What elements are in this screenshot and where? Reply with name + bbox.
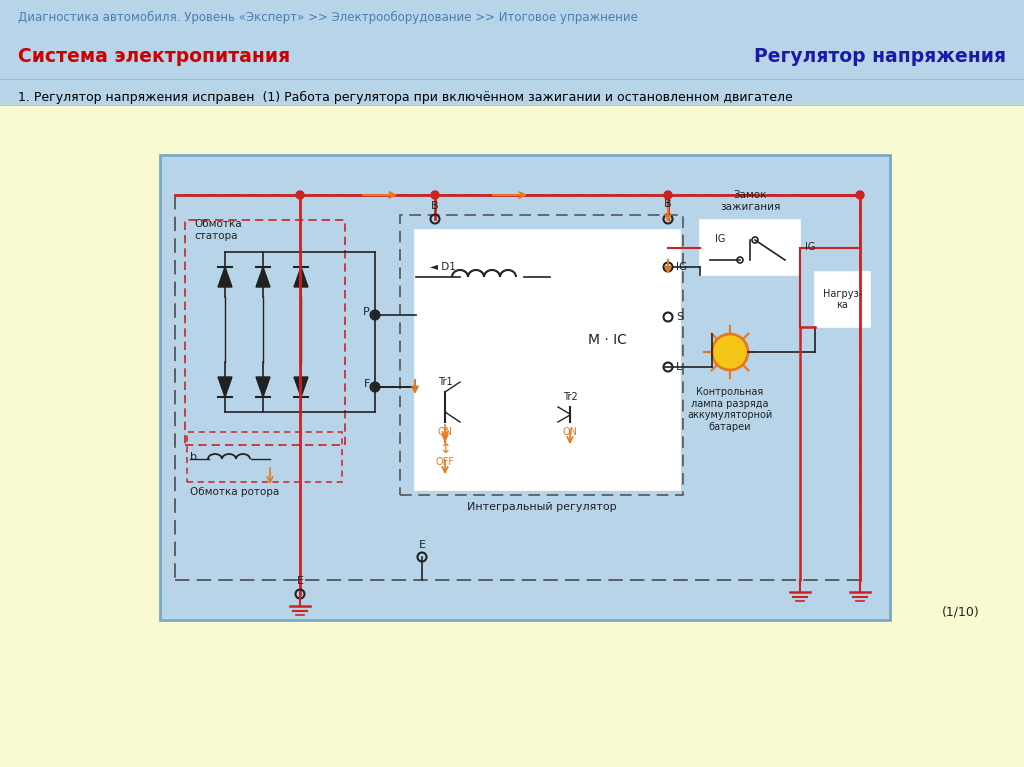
Text: F: F xyxy=(364,379,370,389)
Text: Система электропитания: Система электропитания xyxy=(18,48,290,67)
Circle shape xyxy=(856,191,864,199)
Bar xyxy=(550,242,665,437)
Text: ↕: ↕ xyxy=(439,442,451,456)
Text: Контрольная
лампа разряда
аккумуляторной
батареи: Контрольная лампа разряда аккумуляторной… xyxy=(687,387,773,432)
Text: L: L xyxy=(676,362,682,372)
Bar xyxy=(160,155,890,620)
Circle shape xyxy=(712,334,748,370)
Bar xyxy=(0,105,1024,767)
Text: E: E xyxy=(419,540,426,550)
Polygon shape xyxy=(256,377,270,397)
Bar xyxy=(700,220,800,275)
Text: Tr1: Tr1 xyxy=(437,377,453,387)
Bar xyxy=(187,432,342,482)
Text: Регулятор напряжения: Регулятор напряжения xyxy=(754,48,1006,67)
Circle shape xyxy=(372,312,378,318)
Polygon shape xyxy=(256,267,270,287)
Bar xyxy=(815,272,870,327)
Polygon shape xyxy=(294,267,308,287)
Text: Интегральный регулятор: Интегральный регулятор xyxy=(467,502,616,512)
Bar xyxy=(185,220,345,445)
Polygon shape xyxy=(218,267,232,287)
Bar xyxy=(160,155,890,620)
Text: Обмотка ротора: Обмотка ротора xyxy=(190,487,280,497)
Bar xyxy=(415,230,680,490)
Text: Замок
зажигания: Замок зажигания xyxy=(720,190,780,212)
Text: S: S xyxy=(676,312,683,322)
Text: B: B xyxy=(431,201,439,211)
Text: ON: ON xyxy=(562,427,578,437)
Text: Нагруз-
ка: Нагруз- ка xyxy=(823,288,862,311)
Text: ON: ON xyxy=(437,427,453,437)
Circle shape xyxy=(296,191,304,199)
Text: 1. Регулятор напряжения исправен  (1) Работа регулятора при включённом зажигании: 1. Регулятор напряжения исправен (1) Раб… xyxy=(18,91,793,104)
Circle shape xyxy=(664,191,672,199)
Text: P: P xyxy=(364,307,370,317)
Text: b: b xyxy=(190,452,197,462)
Circle shape xyxy=(372,384,378,390)
Text: M · IC: M · IC xyxy=(588,333,627,347)
Text: ◄ D1: ◄ D1 xyxy=(430,262,456,272)
Bar xyxy=(0,0,1024,105)
Polygon shape xyxy=(218,377,232,397)
Text: Tr2: Tr2 xyxy=(562,392,578,402)
Text: Диагностика автомобиля. Уровень «Эксперт» >> Электрооборудование >> Итоговое упр: Диагностика автомобиля. Уровень «Эксперт… xyxy=(18,11,638,24)
Circle shape xyxy=(431,191,439,199)
Text: IG: IG xyxy=(676,262,687,272)
Text: E: E xyxy=(297,576,303,586)
Text: IG: IG xyxy=(715,235,725,245)
Bar xyxy=(400,215,683,495)
Text: Обмотка
статора: Обмотка статора xyxy=(194,219,242,241)
Text: B: B xyxy=(665,199,672,209)
Text: IG: IG xyxy=(805,242,815,252)
Polygon shape xyxy=(294,377,308,397)
Bar xyxy=(175,195,860,580)
Text: OFF: OFF xyxy=(435,457,455,467)
Text: (1/10): (1/10) xyxy=(942,605,980,618)
